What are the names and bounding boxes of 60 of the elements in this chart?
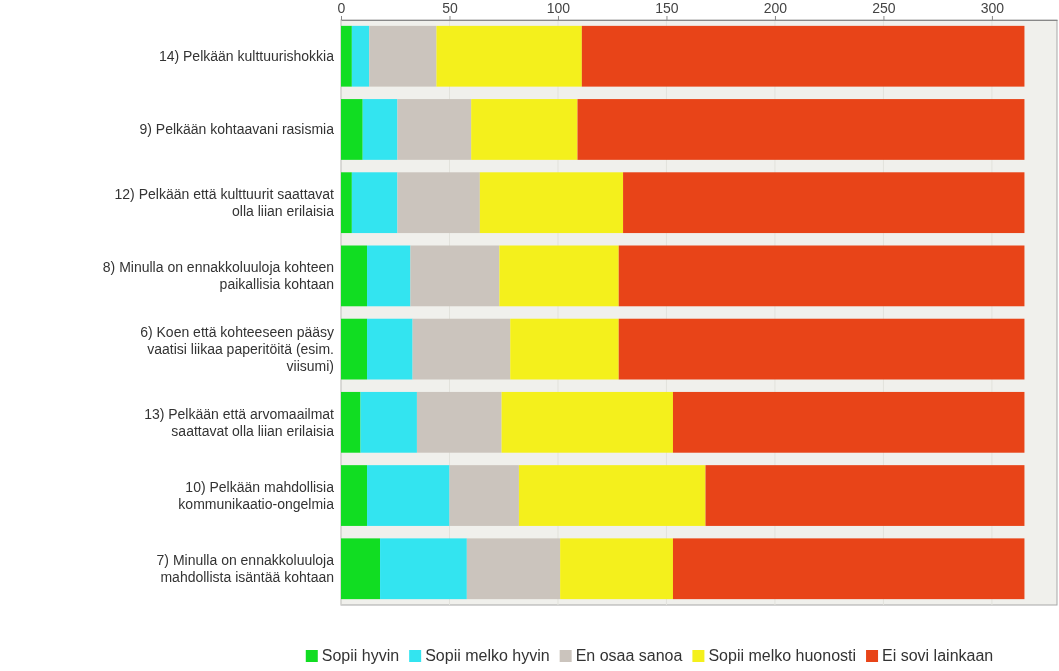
bar xyxy=(560,538,673,600)
x-tick-label: 100 xyxy=(546,0,571,16)
bar xyxy=(581,25,1025,87)
bar xyxy=(449,465,519,526)
legend-label: En osaa sanoa xyxy=(575,647,683,664)
y-tick-label: 8) Minulla on ennakkoluuloja kohteen paikallisia kohtaan xyxy=(102,259,334,293)
y-tick-label: 10) Pelkään mahdollisia kommunikaatio-ongelmia xyxy=(178,479,335,513)
bar xyxy=(351,172,398,234)
x-tick-label: 200 xyxy=(763,0,788,16)
legend-label: Sopii melko huonosti xyxy=(708,647,857,664)
bar xyxy=(367,245,411,307)
bar xyxy=(397,99,472,160)
bar xyxy=(623,172,1025,234)
bar xyxy=(341,25,352,87)
x-tick-label: 50 xyxy=(442,0,458,16)
legend-label: Sopii hyvin xyxy=(321,647,400,664)
bar xyxy=(479,172,624,234)
bar xyxy=(471,99,578,160)
bar xyxy=(501,391,673,453)
bar xyxy=(510,318,619,380)
bar xyxy=(618,245,1025,307)
x-tick-label: 250 xyxy=(872,0,896,16)
y-tick-label: 7) Minulla on ennakkoluuloja mahdollista isäntää kohtaan xyxy=(156,552,335,586)
y-tick-label: 6) Koen että kohteeseen pääsy vaatisi liikaa paperitöitä (esim. viisumi) xyxy=(140,324,334,375)
x-tick-label: 150 xyxy=(655,0,679,16)
bar xyxy=(380,538,467,600)
bar xyxy=(577,99,1025,160)
bar xyxy=(672,391,1025,453)
legend-label: Ei sovi lainkaan xyxy=(882,647,994,664)
y-tick-label: 9) Pelkään kohtaavani rasismia xyxy=(139,121,335,138)
bar xyxy=(341,318,368,380)
bar xyxy=(341,172,352,234)
bar xyxy=(341,538,381,600)
x-tick-label: 0 xyxy=(337,0,346,16)
y-tick-label: 12) Pelkään että kulttuurit saattavat olla liian erilaisia xyxy=(114,186,335,220)
bar xyxy=(672,538,1025,600)
bar xyxy=(499,245,619,307)
bar xyxy=(341,391,361,453)
bar xyxy=(416,391,502,453)
bar xyxy=(518,465,706,526)
bar xyxy=(410,245,500,307)
bar xyxy=(341,99,363,160)
bar xyxy=(362,99,398,160)
bar xyxy=(341,245,368,307)
y-tick-label: 14) Pelkään kulttuurishokkia xyxy=(158,48,335,65)
bar xyxy=(397,172,480,234)
bar xyxy=(341,465,368,526)
legend-label: Sopii melko hyvin xyxy=(425,647,550,664)
bar xyxy=(369,25,437,87)
bar xyxy=(618,318,1025,380)
bar xyxy=(412,318,511,380)
bar xyxy=(705,465,1025,526)
bar xyxy=(351,25,370,87)
x-tick-label: 300 xyxy=(980,0,1005,16)
bar xyxy=(367,318,413,380)
bar xyxy=(436,25,582,87)
y-tick-label: 13) Pelkään että arvomaailmat saattavat olla liian erilaisia xyxy=(144,405,335,439)
bar xyxy=(466,538,561,600)
bar xyxy=(360,391,417,453)
bar xyxy=(367,465,450,526)
